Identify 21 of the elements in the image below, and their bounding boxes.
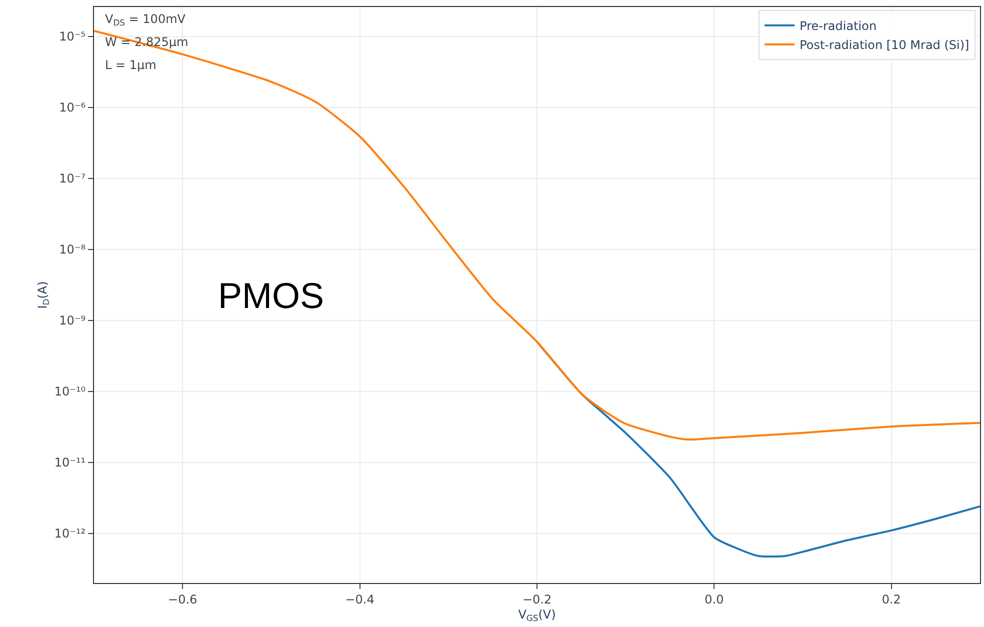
annotation: W = 2.825μm xyxy=(105,35,188,49)
annotation: L = 1μm xyxy=(105,58,156,72)
y-tick-label: 10⁻¹¹ xyxy=(54,456,86,470)
y-tick-label: 10⁻⁶ xyxy=(59,100,86,115)
legend-label: Post-radiation [10 Mrad (Si)] xyxy=(800,38,970,52)
line-series xyxy=(94,30,980,441)
y-tick-label: 10⁻⁹ xyxy=(59,314,86,328)
y-tick-label: 10⁻⁷ xyxy=(59,172,86,186)
x-tick-label: 0.2 xyxy=(882,592,901,606)
annotation: PMOS xyxy=(218,275,324,316)
y-tick-label: 10⁻⁸ xyxy=(59,242,86,257)
annotation: V$_{DS}$ = 100mV xyxy=(105,12,186,28)
x-tick-label: 0.0 xyxy=(704,592,724,606)
x-axis-title: V$_{GS}$(V) xyxy=(518,607,556,623)
y-tick-label: 10⁻⁵ xyxy=(59,30,86,44)
x-tick-label: −0.4 xyxy=(345,592,374,606)
x-tick-label: −0.2 xyxy=(522,592,552,606)
y-tick-label: 10⁻¹² xyxy=(54,526,86,541)
x-tick-label: −0.6 xyxy=(168,592,198,606)
y-tick-label: 10⁻¹⁰ xyxy=(54,384,86,399)
legend-label: Pre-radiation xyxy=(800,19,877,34)
